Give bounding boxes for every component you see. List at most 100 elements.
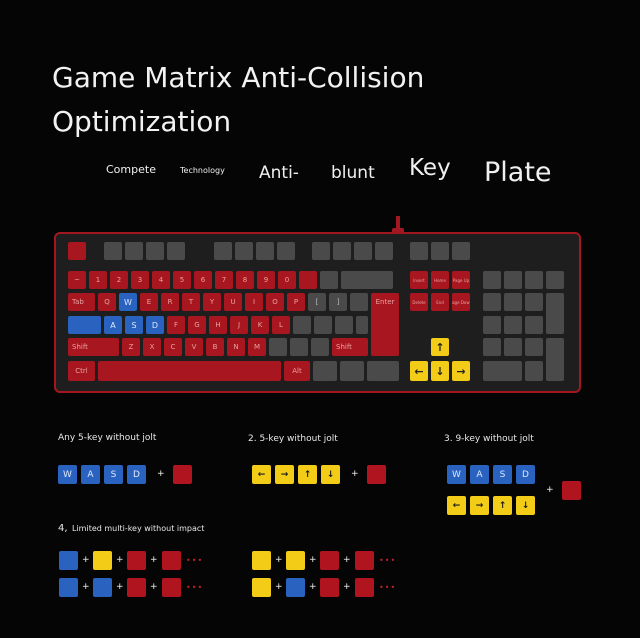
plus-sign: + — [82, 555, 90, 565]
key-f: F — [167, 316, 185, 334]
key-print — [410, 242, 428, 260]
key-b: B — [206, 338, 224, 356]
numpad-key — [483, 316, 501, 334]
numpad-key — [546, 293, 564, 334]
plus-sign: + — [275, 555, 283, 565]
title-line-1: Game Matrix Anti-Collision — [52, 61, 425, 94]
multi-key-red — [127, 578, 146, 597]
caption-multi-key: Limited multi-key without impact — [72, 524, 205, 533]
key-n: N — [227, 338, 245, 356]
numpad-key — [504, 293, 522, 311]
key-w: W — [119, 293, 137, 311]
key-9: 9 — [257, 271, 275, 289]
key-r: R — [161, 293, 179, 311]
combo-key-a: A — [81, 465, 100, 484]
key-4: 4 — [152, 271, 170, 289]
key-t: T — [182, 293, 200, 311]
key-tilde: ~ — [68, 271, 86, 289]
plus-sign: + — [309, 555, 317, 565]
numpad-key — [525, 293, 543, 311]
multi-key-yellow — [252, 551, 271, 570]
multi-key-blue — [93, 578, 112, 597]
key-z: Z — [122, 338, 140, 356]
numpad-key — [525, 271, 543, 289]
combo-key-red — [367, 465, 386, 484]
key-fn — [146, 242, 164, 260]
key-h: H — [209, 316, 227, 334]
key-k: K — [251, 316, 269, 334]
key-alt: Alt — [284, 361, 310, 381]
key-backslash — [350, 293, 368, 311]
key-i: I — [245, 293, 263, 311]
key-spacebar — [98, 361, 281, 381]
key-0: 0 — [278, 271, 296, 289]
plus-sign: + — [351, 469, 359, 479]
key-extra — [356, 316, 368, 334]
caption-5-key: 2. 5-key without jolt — [248, 434, 338, 444]
multi-key-yellow — [252, 578, 271, 597]
multi-key-red — [162, 551, 181, 570]
key-fn — [354, 242, 372, 260]
key-esc — [68, 242, 86, 260]
more-dots: ••• — [186, 556, 204, 565]
key-fn — [256, 242, 274, 260]
key-comma — [269, 338, 287, 356]
key-minus — [299, 271, 317, 289]
key-pause — [452, 242, 470, 260]
numpad-key — [504, 316, 522, 334]
numpad-key — [525, 338, 543, 356]
key-8: 8 — [236, 271, 254, 289]
key-bracket-right: ] — [329, 293, 347, 311]
plus-sign: + — [343, 582, 351, 592]
key-backspace — [341, 271, 393, 289]
key-bracket-left: [ — [308, 293, 326, 311]
numpad-key — [546, 338, 564, 381]
key-ctrl-right — [367, 361, 399, 381]
multi-key-yellow — [93, 551, 112, 570]
numpad-key — [483, 338, 501, 356]
key-fn — [312, 242, 330, 260]
combo-arrow-left: ← — [447, 496, 466, 515]
key-win — [313, 361, 337, 381]
plus-sign: + — [116, 582, 124, 592]
key-c: C — [164, 338, 182, 356]
page-title: Game Matrix Anti-Collision Optimization — [52, 56, 424, 144]
plus-sign: + — [150, 555, 158, 565]
key-scroll — [431, 242, 449, 260]
key-equals — [320, 271, 338, 289]
key-3: 3 — [131, 271, 149, 289]
combo-arrow-right: → — [275, 465, 294, 484]
multi-key-red — [320, 578, 339, 597]
combo-key-red — [562, 481, 581, 500]
plus-sign: + — [343, 555, 351, 565]
key-arrow-up: ↑ — [431, 338, 449, 356]
combo-key-a: A — [470, 465, 489, 484]
key-ctrl: Ctrl — [68, 361, 95, 381]
numpad-key — [525, 316, 543, 334]
combo-arrow-down: ↓ — [321, 465, 340, 484]
tag-blunt: blunt — [331, 163, 375, 183]
tag-plate: Plate — [484, 157, 552, 188]
key-q: Q — [98, 293, 116, 311]
combo-key-s: S — [104, 465, 123, 484]
combo-key-d: D — [127, 465, 146, 484]
key-arrow-right: → — [452, 361, 470, 381]
multi-key-red — [320, 551, 339, 570]
multi-key-red — [127, 551, 146, 570]
combo-key-w: W — [58, 465, 77, 484]
key-semicolon — [293, 316, 311, 334]
keyboard-cable-plug — [392, 228, 404, 234]
key-page-up: Page Up — [452, 271, 470, 289]
plus-sign: + — [309, 582, 317, 592]
key-m: M — [248, 338, 266, 356]
key-extra — [335, 316, 353, 334]
multi-key-red — [162, 578, 181, 597]
keyboard-illustration: ~ 1 2 3 4 5 6 7 8 9 0 Tab Q W E R T Y U … — [54, 232, 581, 393]
key-g: G — [188, 316, 206, 334]
key-l: L — [272, 316, 290, 334]
key-v: V — [185, 338, 203, 356]
tag-anti: Anti- — [259, 163, 299, 183]
combo-arrow-up: ↑ — [298, 465, 317, 484]
tag-key: Key — [409, 155, 451, 181]
multi-key-red — [355, 578, 374, 597]
